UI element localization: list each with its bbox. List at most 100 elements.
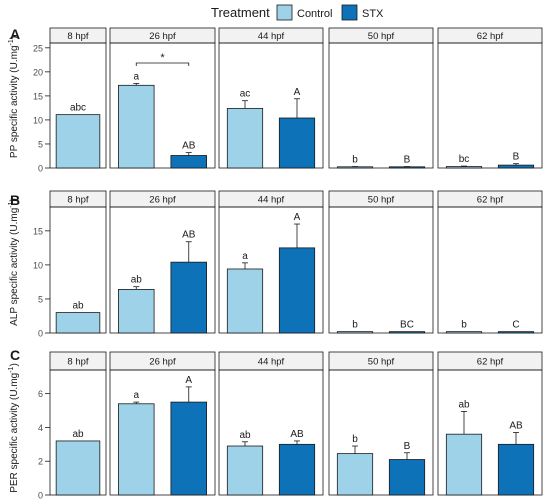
y-tick-label: 5 [38,139,43,149]
significance-label: abc [70,103,86,114]
bar-stx [388,166,426,169]
significance-label: ab [458,399,470,410]
y-tick-label: 25 [33,43,43,53]
facet-label: 26 hpf [149,357,176,368]
bar-control [55,440,101,496]
bar-control [226,107,264,169]
plot-panel [437,206,543,334]
y-tick-label: 5 [38,294,43,304]
bar-stx [497,164,535,169]
significance-label: ab [72,301,84,312]
bar-control [445,433,483,496]
panel-letter: B [10,192,20,208]
plot-panel [328,42,434,169]
panel-letter: C [10,347,20,363]
significance-label: A [294,212,301,223]
significance-label: ab [239,430,251,441]
bar-control [118,84,155,169]
facet-label: 44 hpf [258,195,285,206]
significance-bracket [135,62,190,66]
significance-label: BC [400,320,414,331]
plot-panel [218,206,324,334]
y-tick-label: 15 [33,226,43,236]
y-axis-label: PP specific activity (U.mg-1) [8,36,20,158]
facet-label: 26 hpf [149,31,176,42]
y-tick-label: 6 [38,389,43,399]
y-tick-label: 0 [38,491,43,501]
bar-control [55,114,101,169]
legend: Treatment Control STX [211,4,384,21]
significance-label: AB [182,141,196,152]
y-axis-label: PER specific activity (U.mg-1) [8,363,20,493]
legend-swatch-control [276,4,293,21]
significance-label: C [512,320,519,331]
significance-label: B [404,155,411,166]
facet-label: 62 hpf [477,357,504,368]
y-axis-label: ALP specific activity (U.mg-1) [8,198,20,326]
y-tick-label: 15 [33,91,43,101]
y-tick-label: 2 [38,457,43,467]
facet-label: 44 hpf [258,31,285,42]
y-tick-label: 10 [33,260,43,270]
panel-letter: A [10,26,20,42]
legend-label-control: Control [297,8,332,20]
facet-label: 8 hpf [67,31,88,42]
significance-label: A [185,375,192,386]
plot-panel [437,42,543,169]
plot-panel [109,42,216,169]
facet-label: 50 hpf [368,195,395,206]
bar-stx [278,443,316,496]
bar-stx [170,261,207,334]
y-tick-label: 0 [38,329,43,339]
facet-label: 8 hpf [67,195,88,206]
significance-label: A [294,87,301,98]
bar-control [445,331,483,334]
significance-label: AB [509,421,523,432]
significance-label: B [404,441,411,452]
bar-stx [278,247,316,334]
bar-control [445,166,483,169]
significance-label: b [461,320,467,331]
bar-control [336,453,374,496]
significance-label: ac [240,89,251,100]
facet-label: 26 hpf [149,195,176,206]
bar-control [118,403,155,496]
legend-swatch-stx [341,4,358,21]
significance-label: AB [290,429,304,440]
facet-label: 50 hpf [368,357,395,368]
significance-label: ab [131,275,143,286]
bar-control [226,268,264,334]
significance-label: b [352,155,358,166]
significance-label: b [352,434,358,445]
y-tick-label: 20 [33,67,43,77]
legend-title: Treatment [211,5,270,20]
plot-panel [218,42,324,169]
facet-label: 8 hpf [67,357,88,368]
bar-stx [388,331,426,334]
chart-A: APP specific activity (U.mg-1)0510152025… [8,26,543,174]
bar-stx [497,331,535,334]
bar-stx [497,443,535,496]
y-tick-label: 10 [33,115,43,125]
plot-panel [109,369,216,496]
facet-label: 44 hpf [258,357,285,368]
bar-control [118,289,155,334]
bar-stx [170,401,207,496]
bar-stx [388,459,426,496]
bar-stx [170,155,207,169]
significance-label: AB [182,230,196,241]
bar-control [55,312,101,334]
bar-control [336,331,374,334]
facet-label: 62 hpf [477,31,504,42]
plot-panel [218,369,324,496]
bar-control [226,445,264,496]
significance-label: ab [72,429,84,440]
facet-label: 62 hpf [477,195,504,206]
bar-stx [278,117,316,169]
chart-panels: APP specific activity (U.mg-1)0510152025… [8,26,543,501]
significance-label: b [352,320,358,331]
y-tick-label: 0 [38,164,43,174]
